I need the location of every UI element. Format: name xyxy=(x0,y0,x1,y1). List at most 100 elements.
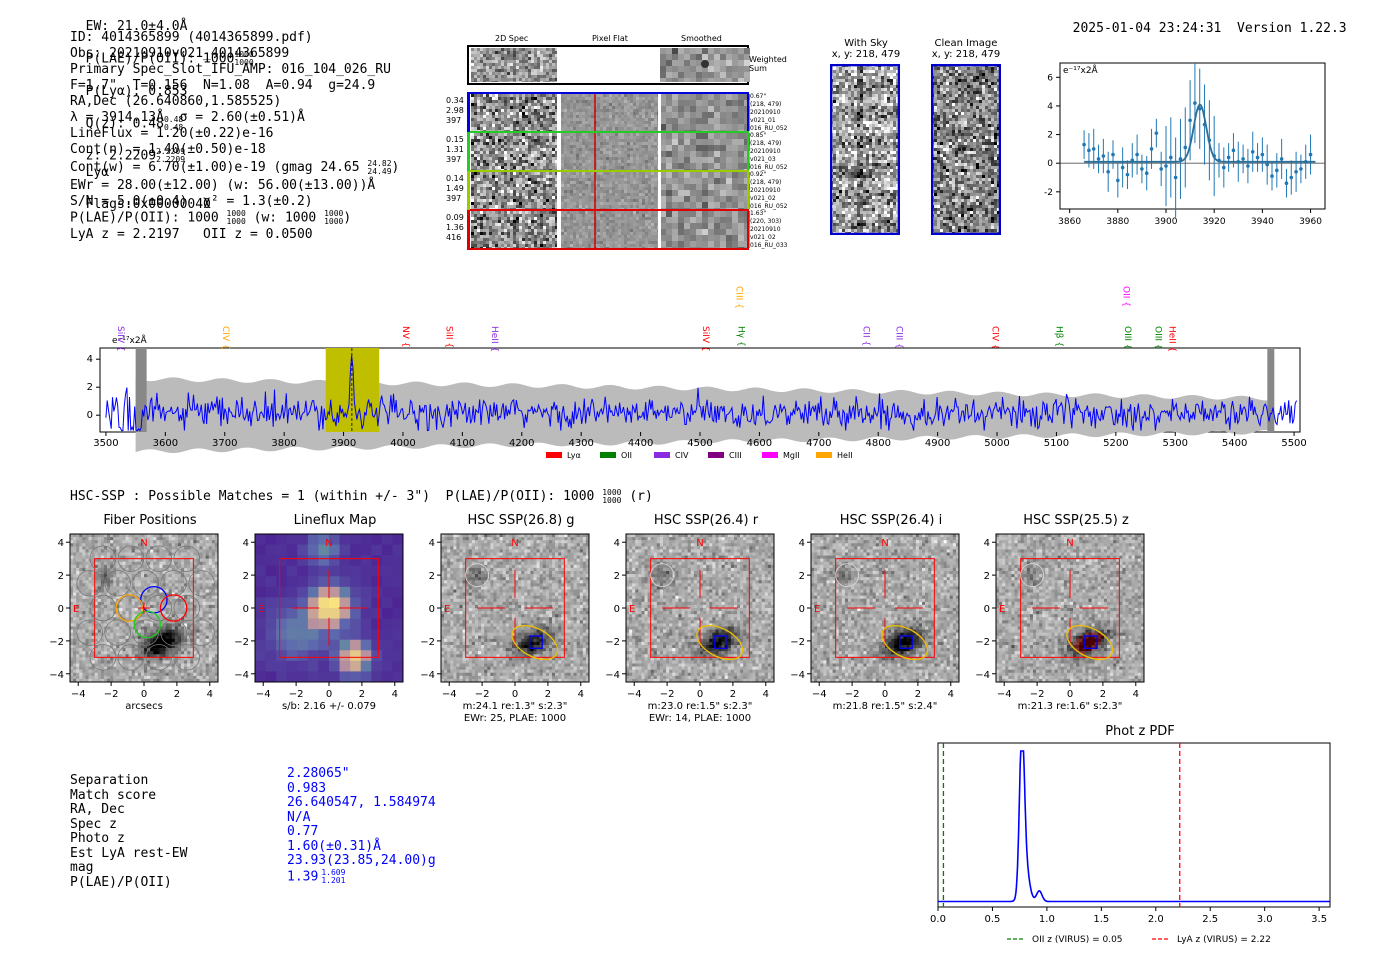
full-line-label: CIII { xyxy=(894,326,904,349)
full-line-label: SiIV { xyxy=(115,326,125,352)
fiber-circle xyxy=(173,594,200,622)
full-line-label: CIV { xyxy=(220,326,230,350)
photz-xtick-label: 1.0 xyxy=(1039,914,1055,925)
info-lyaz: LyA z = 2.2197 OII z = 0.0500 xyxy=(70,226,313,242)
compass-e: E xyxy=(629,604,635,615)
row-sep2-3 xyxy=(658,211,661,248)
match-labels: Separation Match score RA, Dec Spec z Photo … xyxy=(70,773,270,890)
zoom-point xyxy=(1111,152,1115,157)
full-xtick-label: 4600 xyxy=(747,438,772,449)
match-value-text: 0.77 xyxy=(287,824,319,839)
fiber-circle xyxy=(132,570,159,597)
match-value: 26.640547, 1.584974 xyxy=(287,795,547,811)
full-line-label: HeII { xyxy=(1166,326,1176,352)
full-legend-label: OII xyxy=(621,451,632,460)
zoom-point xyxy=(1265,162,1269,167)
hsc-panel-band: N E −4 −4 −2 −2 0 0 2 2 4 4 m:24.1 re:1.3" s:2.3"EWr… xyxy=(421,533,590,724)
match-value-text: 2.28065" xyxy=(287,766,350,781)
hsc-search-box xyxy=(835,558,935,658)
fiber-circle xyxy=(173,545,200,572)
row-left-value: 2.98 xyxy=(446,106,464,115)
full-xtick-label: 4900 xyxy=(925,438,950,449)
full-legend-label: MgII xyxy=(783,451,800,460)
hsc-xtick-label: 0 xyxy=(141,689,147,700)
row-left-value: 1.31 xyxy=(446,145,464,154)
full-line-label: OII { xyxy=(1121,286,1131,307)
row-right-value: 20210910 xyxy=(750,187,781,194)
full-xtick-label: 3500 xyxy=(93,438,118,449)
hsc-panel-band: N E −4 −4 −2 −2 0 0 2 2 4 4 m:21.3 re:1.6" s:2.3" xyxy=(976,533,1145,712)
full-xtick-label: 3600 xyxy=(153,438,178,449)
hsc-xtick-label: −2 xyxy=(660,689,675,700)
match-value: 0.77 xyxy=(287,824,547,840)
full-xtick-label: 4100 xyxy=(450,438,475,449)
photz-chart: 0.0 0.5 1.0 1.5 2.0 2.5 3.0 3.5 OII z (VIRUS) = … xyxy=(930,742,1331,945)
hsc-panel-band: N E −4 −4 −2 −2 0 0 2 2 4 4 m:23.0 re:1.5" s:2.3"EWr… xyxy=(606,533,775,724)
weighted-pixelflat xyxy=(561,48,658,82)
zoom-point xyxy=(1096,157,1101,161)
full-xtick-label: 4000 xyxy=(390,438,415,449)
compass-n: N xyxy=(881,538,888,549)
full-legend-swatch xyxy=(546,452,562,458)
info-sn: S/N = 5.0(±0.4) χ² = 1.3(±0.2) xyxy=(70,194,313,209)
fiber-circle xyxy=(89,644,117,671)
hsc-ytick-label: −2 xyxy=(606,637,620,648)
header-version: Version 1.22.3 xyxy=(1237,21,1347,36)
compass-n: N xyxy=(325,538,332,549)
row-right-value: (218, 479) xyxy=(750,101,782,108)
zoom-point xyxy=(1299,167,1303,171)
hsc-footnote: EWr: 14, PLAE: 1000 xyxy=(649,713,751,724)
hsc-neighbor-circle xyxy=(650,563,675,588)
row-right-value: 0.92" xyxy=(750,171,767,178)
compass-e: E xyxy=(73,604,79,615)
hsc-xtick-label: 4 xyxy=(578,689,584,700)
with-sky-pixels xyxy=(830,64,900,235)
match-value-text: 26.640547, 1.584974 xyxy=(287,795,436,810)
hsc-xtick-label: 2 xyxy=(730,689,736,700)
zoom-xtick-label: 3900 xyxy=(1155,217,1178,227)
full-legend-label: CIV xyxy=(675,451,689,460)
row-left-label: 0.14 1.49 397 xyxy=(446,174,464,204)
hsc-pixels xyxy=(626,534,775,683)
zoom-point xyxy=(1222,165,1226,170)
clean-image-title: Clean Image x, y: 218, 479 xyxy=(926,38,1006,60)
match-plae-lo: 1.201 xyxy=(321,875,346,885)
hsc-ytick-label: 2 xyxy=(799,571,805,582)
hsc-neighbor-circle xyxy=(835,563,860,588)
info-plae-w-hi: 1000 xyxy=(324,209,344,218)
photz-xtick-label: 2.5 xyxy=(1202,914,1218,925)
row-left-label: 0.34 2.98 397 xyxy=(446,96,464,126)
row-right-label: 1.63" (220, 303) 20210910 v021_02 016_RU_033 xyxy=(750,210,787,250)
row-color-strip-3 xyxy=(467,210,470,249)
row-smoothed-3 xyxy=(660,211,750,248)
compass-e: E xyxy=(814,604,820,615)
zoom-point xyxy=(1120,165,1125,170)
row-2dspec-3 xyxy=(471,211,557,248)
info-contw-hi: 24.82 xyxy=(367,158,392,168)
row-right-value: (218, 479) xyxy=(750,140,782,147)
with-sky-image xyxy=(830,64,900,235)
photz-frame xyxy=(937,742,1331,908)
hsc-panel-fiber: N E −4 −4 −2 −2 0 0 2 2 4 4 arcsecs xyxy=(50,533,219,712)
match-plae-frac: 1.609 1.201 xyxy=(321,868,346,885)
hsc-ellipse xyxy=(881,624,929,661)
row-sep-0 xyxy=(557,94,560,131)
zoom-point xyxy=(1197,107,1202,111)
hsc-ytick-label: −2 xyxy=(421,637,435,648)
zoom-point xyxy=(1149,147,1154,151)
row-sep2-0 xyxy=(658,94,661,131)
header-z-line: Lyα xyxy=(85,164,110,180)
zoom-xtick-label: 3960 xyxy=(1299,217,1322,227)
header-bar: EW: 21.0±4.0Å P(LAE)/P(OII): 1000 1000 100… xyxy=(70,3,254,213)
match-value-text: 0.983 xyxy=(287,780,327,796)
row-right-value: 20210910 xyxy=(750,148,781,155)
full-line-label: OIII { xyxy=(1153,326,1163,350)
row-right-value: 0.85" xyxy=(750,132,767,139)
row-right-value: (218, 479) xyxy=(750,179,782,186)
row-right-value: 20210910 xyxy=(750,109,781,116)
compass-n: N xyxy=(696,538,703,549)
zoom-point xyxy=(1101,154,1106,158)
zoom-xtick-label: 3880 xyxy=(1106,217,1129,227)
row-left-label: 0.15 1.31 397 xyxy=(446,135,464,165)
full-line-label: CII { xyxy=(860,326,870,346)
